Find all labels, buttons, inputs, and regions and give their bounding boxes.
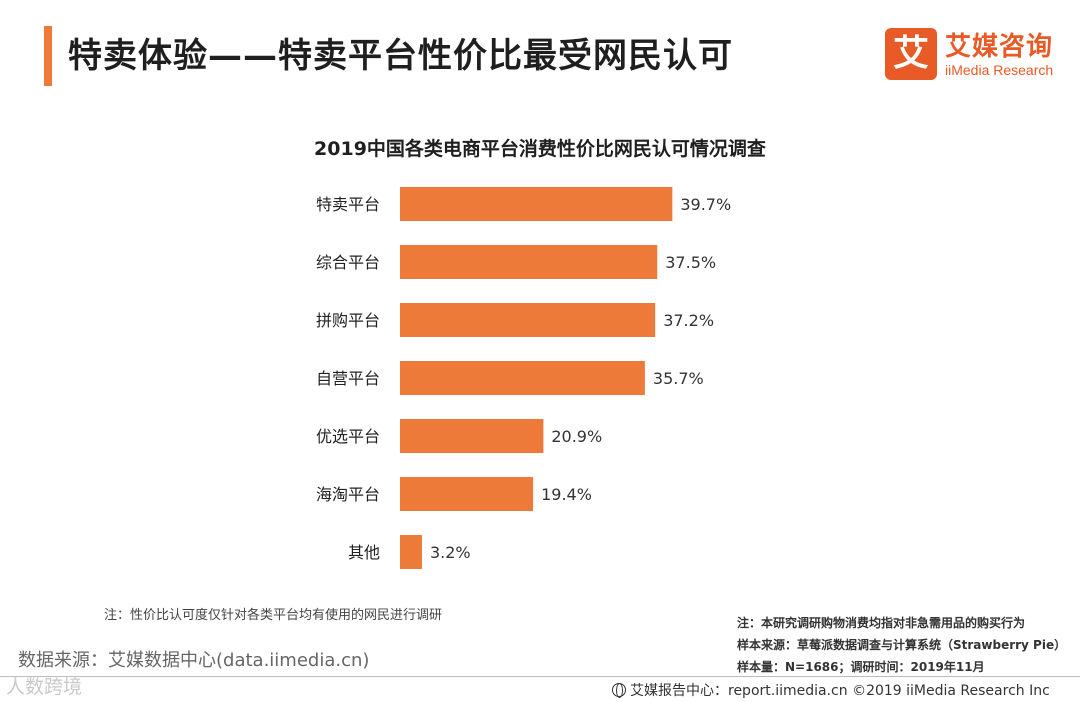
brand-logo: 艾 艾媒咨询 iiMedia Research — [885, 26, 1065, 86]
bar — [400, 187, 673, 221]
value-label: 37.2% — [663, 311, 714, 330]
bar — [400, 477, 534, 511]
category-label: 特卖平台 — [316, 195, 380, 214]
footer: 艾媒报告中心：report.iimedia.cn ©2019 iiMedia R… — [612, 680, 1050, 700]
value-label: 20.9% — [551, 427, 602, 446]
chart-footnote: 注：性价比认可度仅针对各类平台均有使用的网民进行调研 — [104, 608, 443, 623]
page-title: 特卖体验——特卖平台性价比最受网民认可 — [68, 36, 733, 76]
category-label: 优选平台 — [316, 427, 380, 446]
footer-divider — [0, 676, 1080, 677]
data-source: 数据来源：艾媒数据中心(data.iimedia.cn) — [18, 650, 370, 671]
category-label: 其他 — [348, 543, 380, 562]
value-label: 35.7% — [653, 369, 704, 388]
category-label: 自营平台 — [316, 369, 380, 388]
survey-note-sample-size: 样本量：N=1686；调研时间：2019年11月 — [737, 660, 985, 674]
value-label: 39.7% — [680, 195, 731, 214]
survey-note-scope: 注：本研究调研购物消费均指对非急需用品的购买行为 — [737, 616, 1026, 630]
title-accent-bar — [44, 26, 52, 86]
footer-text: 艾媒报告中心：report.iimedia.cn ©2019 iiMedia R… — [630, 683, 1050, 699]
bar — [400, 303, 656, 337]
category-label: 拼购平台 — [316, 311, 380, 330]
bar — [400, 245, 658, 279]
survey-note-sample-source: 样本来源：草莓派数据调查与计算系统（Strawberry Pie） — [737, 638, 1067, 652]
globe-icon — [612, 683, 626, 698]
watermark: 人数跨境 — [6, 676, 83, 698]
logo-mark-icon: 艾 — [885, 28, 937, 80]
logo-name-en: iiMedia Research — [945, 62, 1054, 78]
value-label: 37.5% — [665, 253, 716, 272]
bar — [400, 419, 544, 453]
logo-name-cn: 艾媒咨询 — [945, 32, 1054, 62]
category-label: 综合平台 — [316, 253, 380, 272]
chart-title: 2019中国各类电商平台消费性价比网民认可情况调查 — [314, 138, 766, 160]
value-label: 19.4% — [541, 485, 592, 504]
survey-notes: 注：本研究调研购物消费均指对非急需用品的购买行为 样本来源：草莓派数据调查与计算… — [737, 612, 1066, 678]
bar — [400, 535, 422, 569]
bar — [400, 361, 645, 395]
value-label: 3.2% — [430, 543, 471, 562]
category-label: 海淘平台 — [316, 485, 380, 504]
